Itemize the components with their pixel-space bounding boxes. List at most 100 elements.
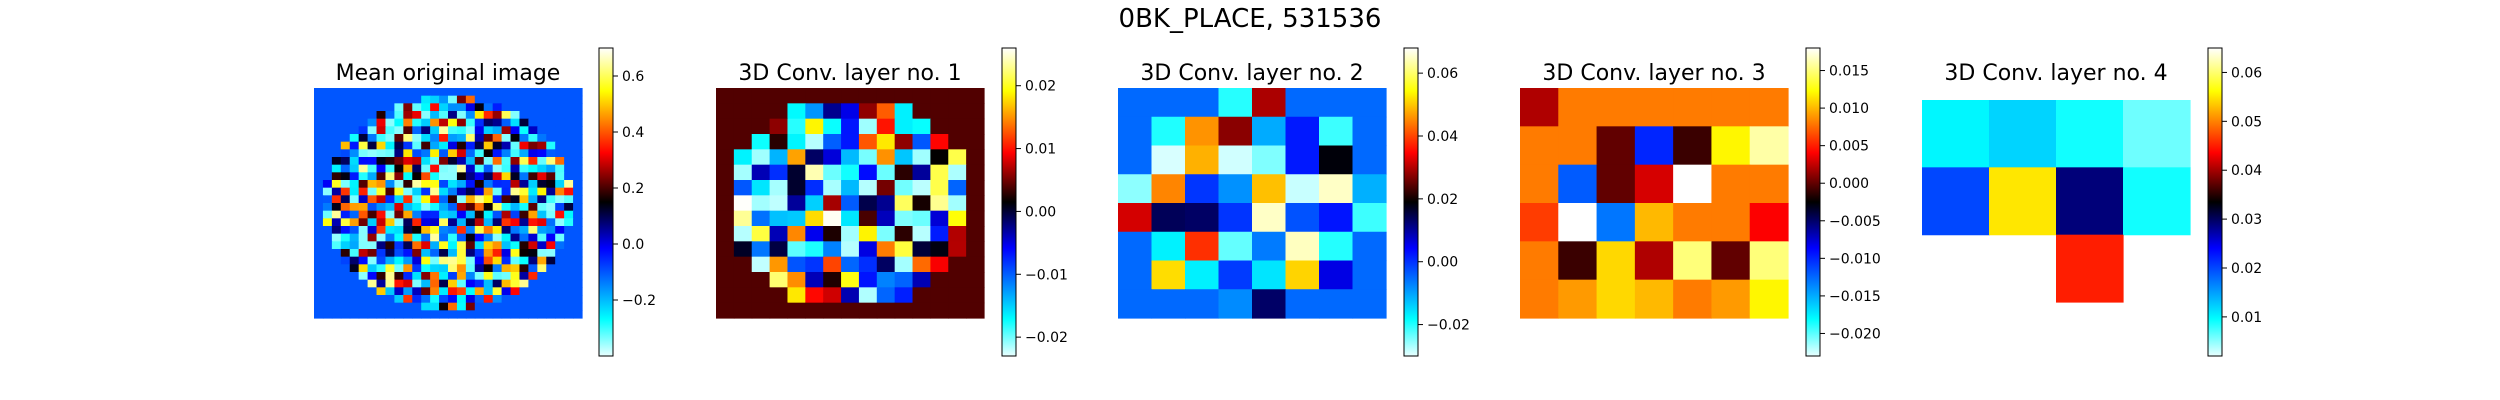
heatmap-cell [394, 249, 404, 258]
heatmap-cell [322, 103, 333, 112]
heatmap-cell [555, 233, 565, 242]
heatmap-cell [465, 272, 476, 281]
heatmap-cell [528, 295, 538, 304]
heatmap-cell [546, 218, 556, 227]
heatmap-cell [948, 210, 967, 227]
heatmap-cell [787, 287, 806, 304]
heatmap-cell [716, 195, 735, 212]
heatmap-cell [421, 95, 431, 104]
heatmap-cell [564, 149, 574, 158]
heatmap-cell [448, 295, 458, 304]
heatmap-cell [930, 134, 949, 150]
heatmap-cell [519, 88, 529, 97]
heatmap-cell [331, 310, 342, 319]
heatmap-cell [314, 111, 324, 120]
heatmap-cell [412, 187, 422, 196]
heatmap-cell [456, 172, 467, 181]
heatmap-cell [823, 195, 842, 212]
heatmap-cell [510, 134, 521, 143]
heatmap-cell [385, 210, 395, 219]
heatmap-cell [894, 287, 914, 304]
heatmap-cell [858, 195, 878, 212]
heatmap-cell [492, 287, 503, 296]
heatmap-cell [394, 95, 404, 104]
heatmap-cell [492, 272, 503, 281]
heatmap-cell [412, 172, 422, 181]
heatmap-panel-3: 3D Conv. layer no. 2 −0.02 0.00 0.02 0.04 0.0… [1118, 47, 1470, 357]
heatmap-cell [546, 88, 556, 97]
heatmap-cell [966, 88, 985, 104]
heatmap-cell [421, 195, 431, 204]
heatmap-cell [1673, 126, 1713, 166]
heatmap-cell [1185, 174, 1220, 204]
heatmap-cell [912, 118, 931, 135]
heatmap-cell [876, 118, 896, 135]
heatmap-cell [948, 241, 967, 258]
heatmap-cell [430, 310, 440, 319]
heatmap-cell [340, 272, 351, 281]
heatmap-cell [1749, 241, 1789, 281]
heatmap-cell [1520, 164, 1559, 204]
heatmap-cell [823, 256, 842, 273]
heatmap-cell [430, 195, 440, 204]
heatmap-cell [501, 233, 512, 242]
heatmap-cell [716, 241, 735, 258]
heatmap-cell [519, 118, 529, 127]
heatmap-cell [376, 210, 387, 219]
heatmap-cell [1285, 289, 1320, 319]
heatmap-cell [966, 287, 985, 304]
heatmap-cell [519, 103, 529, 112]
heatmap-cell [858, 180, 878, 196]
heatmap-cell [340, 126, 351, 135]
heatmap-cell [1285, 260, 1320, 290]
heatmap-cell [537, 264, 547, 273]
heatmap-cell [340, 95, 351, 104]
heatmap-cell [448, 134, 458, 143]
heatmap-cell [501, 187, 512, 196]
heatmap-cell [385, 241, 395, 250]
colorbar-tick-label: 0.03 [2231, 212, 2262, 228]
heatmap-cell [439, 141, 449, 150]
heatmap-cell [912, 287, 931, 304]
heatmap-cell [322, 195, 333, 204]
heatmap-cell [787, 272, 806, 288]
heatmap-cell [448, 264, 458, 273]
heatmap-cell [376, 249, 387, 258]
heatmap-cell [412, 111, 422, 120]
heatmap-cell [394, 310, 404, 319]
heatmap-cell [465, 149, 476, 158]
heatmap-cell [340, 210, 351, 219]
heatmap-cell [358, 203, 369, 212]
heatmap-cell [322, 218, 333, 227]
heatmap-cell [1252, 203, 1287, 233]
heatmap-cell [1252, 145, 1287, 175]
heatmap-cell [314, 218, 324, 227]
heatmap-cell [367, 210, 378, 219]
heatmap-cell [358, 95, 369, 104]
heatmap-cell [1711, 126, 1751, 166]
heatmap-cell [930, 88, 949, 104]
heatmap-cell [439, 118, 449, 127]
heatmap-cell [492, 134, 503, 143]
panel-title-3: 3D Conv. layer no. 2 [1140, 61, 1363, 86]
heatmap-cell [733, 180, 753, 196]
heatmap-cell [340, 256, 351, 265]
heatmap-cell [421, 111, 431, 120]
heatmap-cell [564, 164, 574, 173]
heatmap-cell [340, 103, 351, 112]
heatmap-cell [787, 226, 806, 242]
heatmap-cell [349, 126, 360, 135]
heatmap-cell [465, 287, 476, 296]
heatmap-cell [314, 95, 324, 104]
heatmap-cell [439, 226, 449, 235]
heatmap-cell [358, 180, 369, 189]
heatmap-cell [358, 157, 369, 166]
heatmap-cell [412, 310, 422, 319]
heatmap-cell [1520, 88, 1559, 127]
heatmap-cell [510, 226, 521, 235]
heatmap-cell [787, 302, 806, 319]
heatmap-cell [1319, 145, 1354, 175]
heatmap-cell [358, 149, 369, 158]
heatmap-cell [483, 256, 494, 265]
heatmap-cell [948, 195, 967, 212]
